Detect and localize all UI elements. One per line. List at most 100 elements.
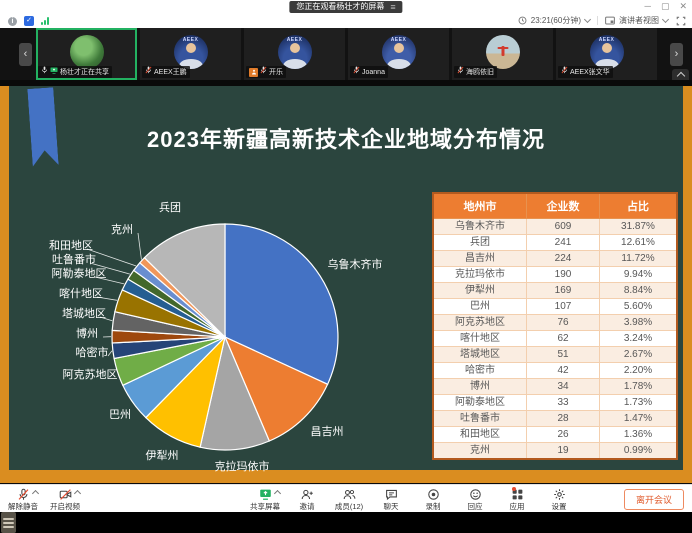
table-cell: 5.60% (600, 299, 678, 315)
video-tile[interactable]: 杨壮才正在共享 (36, 28, 137, 80)
meeting-toolbar: 解除静音 开启视频 共享屏幕邀请 成员(12) 聊天录制回应应用设置 离开会议 (0, 484, 692, 512)
table-cell: 和田地区 (433, 427, 527, 443)
table-cell: 0.99% (600, 443, 678, 460)
toolbar-item-mic-muted[interactable]: 解除静音 (6, 487, 40, 512)
toolbar-item-label: 开启视频 (50, 501, 80, 512)
mic-muted-icon (17, 487, 30, 501)
strip-next-button[interactable]: › (670, 43, 683, 66)
toolbar-item-record[interactable]: 录制 (416, 487, 450, 512)
pie-slice-label: 哈密市 (76, 345, 109, 359)
toolbar-item-settings[interactable]: 设置 (542, 487, 576, 512)
view-mode-selector[interactable]: 演讲者视图 (619, 15, 659, 26)
table-cell: 2.20% (600, 363, 678, 379)
toolbar-center-group: 共享屏幕邀请 成员(12) 聊天录制回应应用设置 (248, 487, 576, 512)
table-cell: 1.47% (600, 411, 678, 427)
toolbar-item-label: 邀请 (300, 501, 315, 512)
layout-view-icon (605, 16, 615, 25)
security-shield-icon[interactable]: ✓ (24, 16, 34, 26)
leave-meeting-button[interactable]: 离开会议 (624, 489, 684, 510)
toolbar-item-share-screen[interactable]: 共享屏幕 (248, 487, 282, 512)
strip-collapse-button[interactable] (672, 69, 689, 80)
pie-slice-label: 巴州 (109, 409, 131, 421)
mic-status-icon (145, 66, 152, 78)
caret-up-icon[interactable] (74, 490, 81, 497)
share-screen-icon (259, 487, 272, 501)
pie-chart: 乌鲁木齐市昌吉州克拉玛依市伊犁州巴州阿克苏地区哈密市博州塔城地区喀什地区阿勒泰地… (10, 182, 422, 482)
participant-name: 海鸥依旧 (466, 67, 494, 78)
meeting-info-icon[interactable]: i (8, 17, 17, 26)
watching-banner[interactable]: 您正在观看杨壮才的屏幕 ≡ (289, 1, 402, 13)
participant-name-badge: AEEX王鹏 (142, 66, 190, 78)
table-cell: 8.84% (600, 283, 678, 299)
table-cell: 克州 (433, 443, 527, 460)
table-cell: 224 (527, 251, 600, 267)
table-cell: 26 (527, 427, 600, 443)
participant-name-badge: AEEX张文华 (558, 66, 613, 78)
table-cell: 169 (527, 283, 600, 299)
table-cell: 喀什地区 (433, 331, 527, 347)
network-signal-icon (41, 17, 49, 25)
notification-dot (512, 487, 516, 491)
pie-slice-label: 和田地区 (49, 239, 93, 252)
table-cell: 241 (527, 235, 600, 251)
table-cell: 28 (527, 411, 600, 427)
fullscreen-icon[interactable] (676, 16, 686, 26)
participant-name-badge: 杨壮才正在共享 (38, 66, 112, 78)
toolbar-item-apps[interactable]: 应用 (500, 487, 534, 512)
settings-icon (553, 487, 566, 501)
caret-up-icon[interactable] (274, 490, 281, 497)
table-cell: 2.67% (600, 347, 678, 363)
caret-up-icon[interactable] (32, 490, 39, 497)
avatar (486, 35, 520, 69)
pie-slice-label: 阿勒泰地区 (52, 266, 107, 280)
table-cell: 190 (527, 267, 600, 283)
pie-leader-line (108, 351, 112, 356)
members-icon (343, 487, 356, 501)
minimize-button[interactable]: ─ (645, 0, 651, 13)
maximize-button[interactable]: ▢ (661, 0, 670, 13)
toolbar-item-invite[interactable]: 邀请 (290, 487, 324, 512)
strip-prev-button[interactable]: ‹ (19, 43, 32, 66)
reaction-icon (469, 487, 482, 501)
apps-icon (511, 487, 524, 501)
toolbar-item-reaction[interactable]: 回应 (458, 487, 492, 512)
table-cell: 兵团 (433, 235, 527, 251)
close-button[interactable]: ✕ (679, 0, 687, 13)
toolbar-item-chat[interactable]: 聊天 (374, 487, 408, 512)
toolbar-item-camera-muted[interactable]: 开启视频 (48, 487, 82, 512)
toolbar-item-members[interactable]: 成员(12) (332, 487, 366, 512)
participant-name: AEEX王鹏 (154, 67, 187, 78)
table-cell: 1.78% (600, 379, 678, 395)
participant-name: 杨壮才正在共享 (60, 67, 109, 78)
table-cell: 9.94% (600, 267, 678, 283)
table-cell: 34 (527, 379, 600, 395)
annotation-tools-handle[interactable] (1, 512, 16, 533)
timer-dropdown-icon[interactable] (584, 16, 591, 23)
banner-menu-icon[interactable]: ≡ (390, 1, 395, 13)
video-tile[interactable]: 海鸥依旧 (452, 28, 553, 80)
meeting-timer[interactable]: 23:21(60分钟) (531, 15, 581, 26)
avatar: AEEX (382, 35, 416, 69)
pie-slice-label: 吐鲁番市 (52, 252, 96, 266)
table-header-cell: 占比 (600, 193, 678, 219)
table-cell: 42 (527, 363, 600, 379)
toolbar-left-group: 解除静音 开启视频 (6, 487, 82, 512)
view-dropdown-icon[interactable] (662, 16, 669, 23)
table-cell: 伊犁州 (433, 283, 527, 299)
participant-name: AEEX张文华 (570, 67, 610, 78)
toolbar-item-label: 解除静音 (8, 501, 38, 512)
